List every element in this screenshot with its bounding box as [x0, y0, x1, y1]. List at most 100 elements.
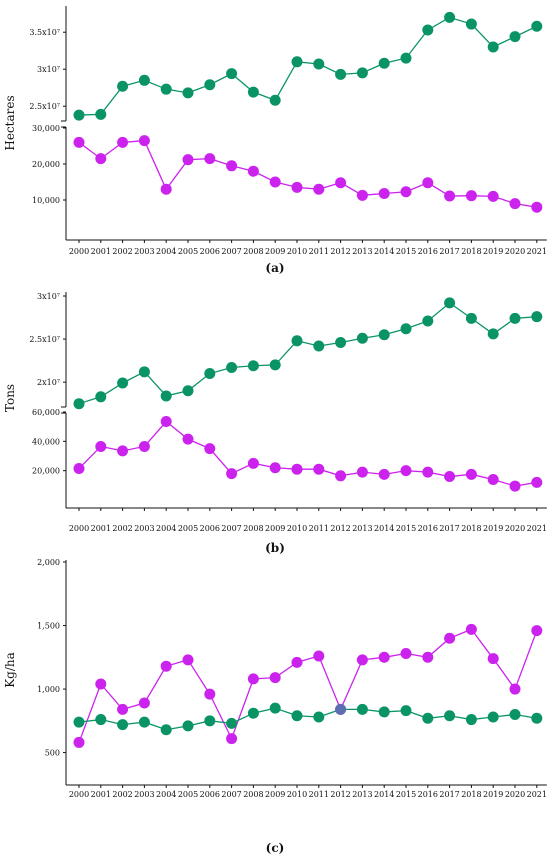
- green-series-point: [269, 94, 281, 106]
- magenta-series-point: [247, 673, 259, 685]
- magenta-series-point: [444, 632, 456, 644]
- magenta-series-point: [182, 154, 194, 166]
- green-series-point: [487, 41, 499, 53]
- x-tick-label: 2015: [396, 790, 416, 799]
- x-tick-label: 2011: [309, 247, 329, 256]
- green-series-point: [356, 703, 368, 715]
- green-series-point: [378, 706, 390, 718]
- magenta-series-point: [356, 189, 368, 201]
- green-series-point: [465, 312, 477, 324]
- green-series-point: [313, 711, 325, 723]
- magenta-series-point: [422, 177, 434, 189]
- green-series-point: [335, 68, 347, 80]
- magenta-series-line: [78, 628, 538, 743]
- green-series-point: [400, 705, 412, 717]
- magenta-series-point: [226, 160, 238, 172]
- green-series-point: [422, 24, 434, 36]
- x-tick-label: 2019: [483, 790, 503, 799]
- x-tick-label: 2007: [221, 247, 241, 256]
- green-series-point: [138, 716, 150, 728]
- magenta-series-point: [356, 466, 368, 478]
- green-series-point: [160, 83, 172, 95]
- magenta-series-point: [73, 736, 85, 748]
- x-tick-label: 2011: [309, 790, 329, 799]
- magenta-series-point: [313, 463, 325, 475]
- y-tick-label: 1,000: [37, 685, 60, 694]
- x-tick-label: 2004: [156, 247, 176, 256]
- x-tick-label: 2020: [505, 524, 525, 533]
- panel-label: (a): [265, 261, 284, 275]
- magenta-series-point: [531, 476, 543, 488]
- x-tick-label: 2005: [178, 790, 198, 799]
- x-tick-label: 2004: [156, 790, 176, 799]
- x-tick-label: 2015: [396, 247, 416, 256]
- y-lower-tick-label: 20,000: [32, 467, 60, 476]
- y-upper-tick-label: 2.5x10⁷: [29, 335, 60, 344]
- magenta-series-point: [313, 183, 325, 195]
- x-tick-label: 2005: [178, 524, 198, 533]
- magenta-series-point: [160, 416, 172, 428]
- green-series-point: [487, 328, 499, 340]
- green-series-point: [73, 398, 85, 410]
- magenta-series-point: [444, 471, 456, 483]
- magenta-series-point: [487, 190, 499, 202]
- green-series-line: [78, 16, 538, 116]
- y-axis-label: Tons: [3, 384, 17, 412]
- green-series-point: [378, 329, 390, 341]
- green-series-point: [247, 360, 259, 372]
- green-series-point: [400, 52, 412, 64]
- magenta-series-point: [204, 153, 216, 165]
- x-tick-label: 2010: [287, 790, 307, 799]
- panel-1: 2000 2001 2002 2003 2004 2005 2006 2007 2008 2009…: [3, 6, 547, 275]
- magenta-series-point: [73, 462, 85, 474]
- x-tick-label: 2019: [483, 524, 503, 533]
- magenta-series-point: [269, 462, 281, 474]
- magenta-series-point: [160, 660, 172, 672]
- green-series-point: [509, 312, 521, 324]
- x-tick-label: 2017: [439, 247, 459, 256]
- x-tick-label: 2016: [418, 790, 438, 799]
- green-series-point: [335, 337, 347, 349]
- magenta-series-point: [73, 136, 85, 148]
- magenta-series-point: [509, 480, 521, 492]
- y-upper-tick-label: 3x10⁷: [37, 65, 60, 74]
- x-tick-label: 2005: [178, 247, 198, 256]
- x-tick-label: 2016: [418, 247, 438, 256]
- green-series-point: [531, 311, 543, 323]
- green-series-point: [487, 711, 499, 723]
- x-tick-label: 2007: [221, 790, 241, 799]
- x-tick-label: 2003: [134, 247, 154, 256]
- magenta-series-point: [487, 653, 499, 665]
- green-series-point: [226, 362, 238, 374]
- x-tick-label: 2013: [352, 247, 372, 256]
- magenta-series-point: [117, 136, 129, 148]
- magenta-series-point: [422, 651, 434, 663]
- x-tick-label: 2006: [200, 247, 220, 256]
- green-series-point: [378, 57, 390, 69]
- magenta-series-point: [509, 683, 521, 695]
- green-series-point: [138, 74, 150, 86]
- magenta-series-point: [465, 468, 477, 480]
- green-series-point: [204, 368, 216, 380]
- green-series-point: [444, 710, 456, 722]
- green-series-point: [226, 717, 238, 729]
- green-series-line: [78, 302, 537, 405]
- x-tick-label: 2010: [287, 247, 307, 256]
- green-series-point: [247, 707, 259, 719]
- magenta-series-point: [204, 443, 216, 455]
- x-tick-label: 2001: [91, 524, 111, 533]
- green-series-point: [160, 390, 172, 402]
- green-series-point: [509, 31, 521, 43]
- magenta-series-point: [313, 650, 325, 662]
- green-series-point: [291, 710, 303, 722]
- green-series-point: [465, 714, 477, 726]
- green-series-point: [117, 377, 129, 389]
- magenta-series-point: [291, 656, 303, 668]
- green-series-point: [509, 708, 521, 720]
- magenta-series-point: [117, 703, 129, 715]
- x-tick-label: 2001: [91, 247, 111, 256]
- magenta-series-point: [247, 165, 259, 177]
- x-tick-label: 2009: [265, 790, 285, 799]
- y-lower-tick-label: 20,000: [32, 160, 60, 169]
- magenta-series-point: [182, 433, 194, 445]
